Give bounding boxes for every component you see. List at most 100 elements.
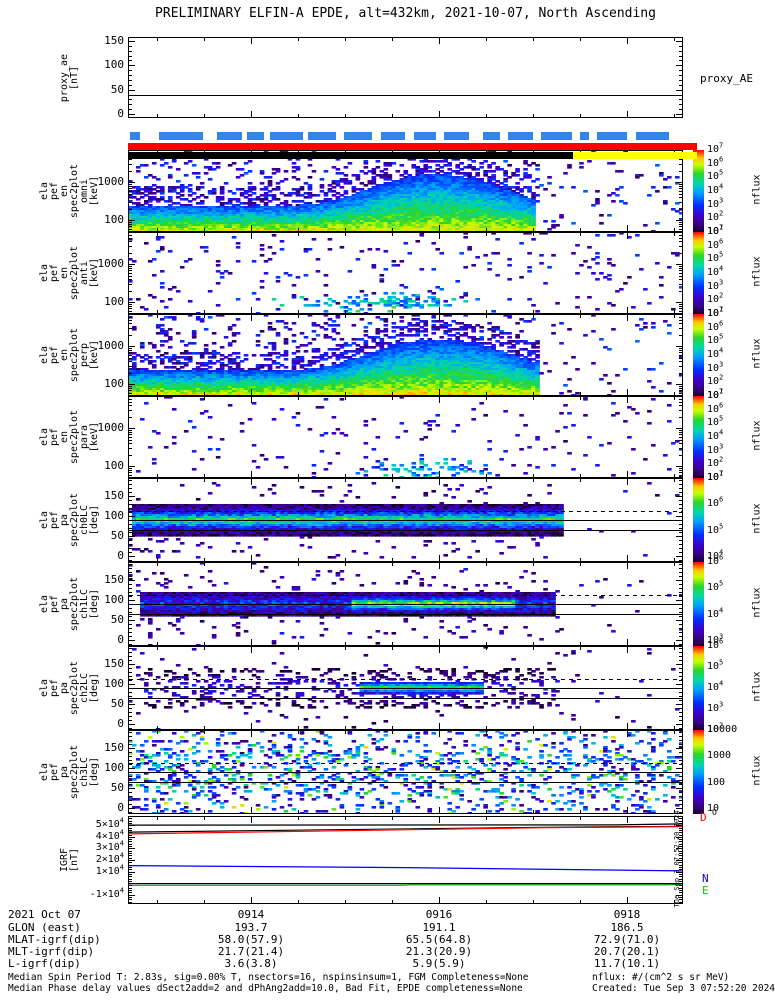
colorbar-omni xyxy=(693,150,704,232)
y-tick-label: 150 xyxy=(104,657,124,670)
colorbar-tick-label: 103 xyxy=(707,278,724,292)
status-bar-blue-segment xyxy=(596,132,628,140)
colorbar-tick-label: 107 xyxy=(707,141,724,155)
y-tick-label: 50 xyxy=(110,613,124,626)
status-bar-black xyxy=(128,152,573,159)
status-bar-blue-segment xyxy=(635,132,670,140)
y-tick-label: 50 xyxy=(110,781,124,794)
spectrogram-ch0LC xyxy=(128,478,683,562)
spectrogram-omni xyxy=(128,150,683,232)
colorbar-axis-label-nflux: nflux xyxy=(751,671,763,702)
ephemeris-value: 65.5(64.8) xyxy=(405,933,473,946)
colorbar-tick-label: 105 xyxy=(707,251,724,265)
y-tick-label: 100 xyxy=(104,213,124,227)
status-bar-blue-segment xyxy=(344,132,373,140)
colorbar-tick-label: 104 xyxy=(707,428,724,442)
colorbar-tick-label: 106 xyxy=(707,319,724,333)
colorbar-tick-label: 104 xyxy=(707,548,724,562)
colorbar-perp xyxy=(693,314,704,396)
ephemeris-row-label-glon: GLON (east) xyxy=(8,921,81,934)
y-tick-label: -1×104 xyxy=(89,886,124,900)
colorbar-tick-label: 102 xyxy=(707,456,724,470)
status-bar-blue-segment xyxy=(580,132,589,140)
status-bar-blue-segment xyxy=(380,132,406,140)
colorbar-axis-label-nflux: nflux xyxy=(751,503,763,534)
status-bar-blue-segment xyxy=(269,132,303,140)
colorbar-para xyxy=(693,396,704,478)
creation-timestamp-vertical: Tue Sep 3 07:52:20 2024 xyxy=(673,810,681,908)
status-bar-blue-segment xyxy=(444,132,470,140)
y-tick-label: 50 xyxy=(110,82,124,96)
ephemeris-row-label-mlat: MLAT-igrf(dip) xyxy=(8,933,101,946)
colorbar-tick-label: 103 xyxy=(707,360,724,374)
spectrogram-ch3LC xyxy=(128,730,683,814)
y-tick-label: 0 xyxy=(117,717,124,730)
y-tick-label: 150 xyxy=(104,33,124,47)
colorbar-tick-label: 102 xyxy=(707,292,724,306)
y-tick-label: 0 xyxy=(117,633,124,646)
colorbar-tick-label: 107 xyxy=(707,305,724,319)
colorbar-tick-label: 103 xyxy=(707,632,724,646)
colorbar-tick-label: 107 xyxy=(707,469,724,483)
ephemeris-value: 11.7(10.1) xyxy=(593,957,661,970)
colorbar-anti xyxy=(693,232,704,314)
colorbar-axis-label-nflux: nflux xyxy=(751,174,763,205)
y-tick-label: 2×104 xyxy=(95,851,124,865)
status-bar-blue-segment xyxy=(308,132,337,140)
igrf-axis-label: IGRF [nT] xyxy=(59,847,80,873)
y-tick-label: 1×104 xyxy=(95,863,124,877)
y-tick-label: 150 xyxy=(104,741,124,754)
status-bar-blue-segment xyxy=(508,132,534,140)
ephemeris-value: 58.0(57.9) xyxy=(217,933,285,946)
x-tick-label-0916: 0916 xyxy=(425,908,453,921)
colorbar-ch0LC xyxy=(693,478,704,562)
colorbar-axis-label-nflux: nflux xyxy=(751,755,763,786)
spectrogram-perp xyxy=(128,314,683,396)
colorbar-tick-label: 104 xyxy=(707,264,724,278)
colorbar-axis-label-nflux: nflux xyxy=(751,256,763,287)
ephemeris-value: 193.7 xyxy=(234,921,268,934)
igrf-panel xyxy=(128,816,683,904)
colorbar-tick-label: 106 xyxy=(707,401,724,415)
colorbar-tick-label: 106 xyxy=(707,495,724,510)
ephemeris-row-label-mlt: MLT-igrf(dip) xyxy=(8,945,95,958)
ephemeris-value: 20.7(20.1) xyxy=(593,945,661,958)
x-tick-label-0918: 0918 xyxy=(613,908,641,921)
date-label: 2021 Oct 07 xyxy=(8,908,81,921)
y-tick-label: 100 xyxy=(104,58,124,72)
colorbar-tick-label: 105 xyxy=(707,579,724,594)
ephemeris-value: 3.6(3.8) xyxy=(224,957,278,970)
y-tick-label: 0 xyxy=(117,549,124,562)
status-bar-blue-segment xyxy=(216,132,242,140)
y-tick-label: 1000 xyxy=(97,339,125,353)
y-tick-label: 0 xyxy=(117,107,124,121)
igrf-line-label-n: N xyxy=(702,872,709,885)
spectrogram-ch1LC xyxy=(128,562,683,646)
colorbar-ch1LC xyxy=(693,562,704,646)
status-bar-blue-segment xyxy=(483,132,500,140)
y-tick-label: 1000 xyxy=(97,421,125,435)
colorbar-tick-label: 10 xyxy=(707,802,720,814)
colorbar-ch2LC xyxy=(693,646,704,730)
colorbar-tick-label: 10000 xyxy=(707,724,738,735)
status-bar-red xyxy=(128,143,697,150)
y-tick-label: 100 xyxy=(104,677,124,690)
colorbar-tick-label: 104 xyxy=(707,346,724,360)
colorbar-tick-label: 105 xyxy=(707,522,724,536)
spectrogram-ch2LC xyxy=(128,646,683,730)
igrf-line-label-e: E xyxy=(702,884,709,897)
status-bar-yellow xyxy=(572,152,697,159)
ephemeris-value: 186.5 xyxy=(610,921,644,934)
status-bar-blue-segment xyxy=(129,132,141,140)
y-tick-label: 50 xyxy=(110,697,124,710)
status-bar-blue-segment xyxy=(247,132,264,140)
igrf-line-label-d: D xyxy=(700,811,707,824)
footer-created-timestamp: Created: Tue Sep 3 07:52:20 2024 xyxy=(592,983,775,994)
colorbar-axis-label-nflux: nflux xyxy=(751,420,763,451)
y-tick-label: 150 xyxy=(104,573,124,586)
colorbar-tick-label: 103 xyxy=(707,196,724,210)
colorbar-tick-label: 101 xyxy=(707,469,724,483)
colorbar-tick-label: 102 xyxy=(707,210,724,224)
y-tick-label: 4×104 xyxy=(95,828,124,842)
colorbar-tick-label: 1000 xyxy=(707,750,732,762)
